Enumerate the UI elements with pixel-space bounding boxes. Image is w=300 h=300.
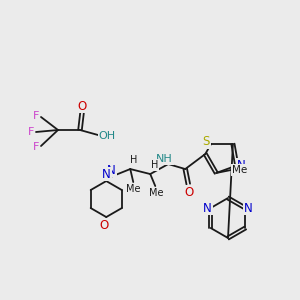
Text: H: H — [151, 160, 158, 170]
Text: OH: OH — [98, 131, 116, 141]
Text: N: N — [244, 202, 253, 214]
Text: N: N — [203, 202, 212, 214]
Text: O: O — [77, 100, 87, 112]
Text: NH: NH — [156, 154, 172, 164]
Text: F: F — [33, 142, 39, 152]
Text: H: H — [130, 155, 137, 165]
Text: S: S — [202, 136, 210, 148]
Text: N: N — [102, 167, 111, 181]
Text: F: F — [33, 111, 39, 121]
Text: Me: Me — [232, 165, 247, 175]
Text: O: O — [100, 218, 109, 232]
Text: N: N — [107, 164, 116, 176]
Text: N: N — [237, 159, 246, 172]
Text: O: O — [184, 185, 194, 199]
Text: Me: Me — [126, 184, 140, 194]
Text: F: F — [28, 127, 34, 137]
Text: Me: Me — [149, 188, 164, 198]
